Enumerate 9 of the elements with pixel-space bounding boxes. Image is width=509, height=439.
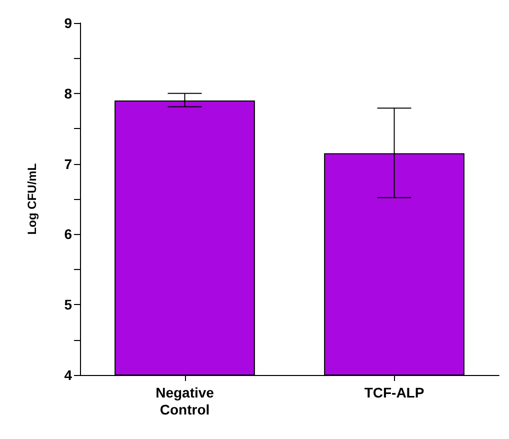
y-tick-label: 6 — [64, 226, 72, 242]
y-tick-label: 4 — [64, 367, 72, 383]
y-tick-label: 5 — [64, 296, 72, 313]
x-tick-label: TCF-ALP — [364, 384, 424, 400]
x-tick-label: Negative Control — [156, 384, 214, 418]
y-tick-label: 9 — [64, 15, 72, 31]
y-tick-label: 7 — [64, 156, 72, 172]
y-tick-label: 8 — [64, 85, 72, 102]
y-axis-title: Log CFU/mL — [25, 163, 39, 235]
